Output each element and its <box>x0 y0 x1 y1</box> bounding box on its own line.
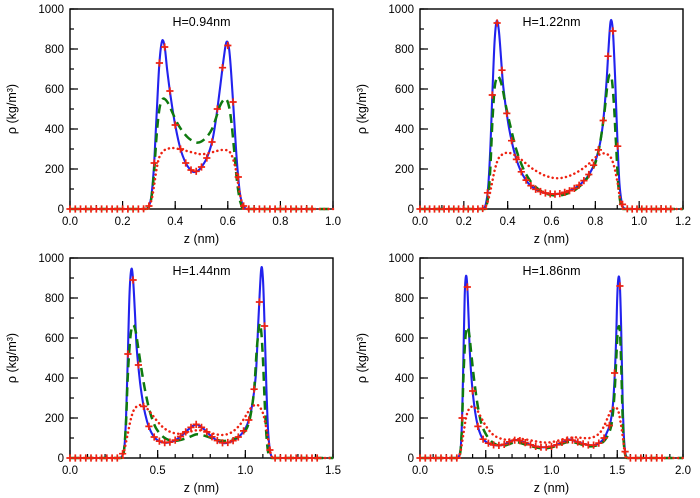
y-tick-label: 600 <box>395 84 414 96</box>
y-tick-label: 800 <box>45 44 64 56</box>
y-tick-label: 0 <box>58 204 64 216</box>
series-density-dotted <box>68 403 335 460</box>
subplot-title: H=0.94nm <box>172 15 230 29</box>
x-tick-label: 0.4 <box>167 216 184 228</box>
y-tick-label: 600 <box>45 84 64 96</box>
series-density-solid <box>420 18 672 211</box>
chart-canvas: 0.0 0.2 0.4 0.6 0.8 1.0 0 200 400 600 800 1000 H=0.9… <box>5 4 341 246</box>
y-tick-label: 400 <box>45 124 64 136</box>
y-tick-label: 400 <box>45 373 64 385</box>
y-tick-label: 200 <box>395 413 414 425</box>
x-tick-label: 1.0 <box>631 216 647 228</box>
y-tick-label: 400 <box>395 373 414 385</box>
x-axis-label: z (nm) <box>534 232 569 246</box>
x-tick-label: 0.8 <box>272 216 288 228</box>
axis-ticks <box>419 8 684 210</box>
series-density-solid <box>70 39 315 211</box>
x-tick-label: 0.0 <box>62 216 78 228</box>
subplot-title: H=1.86nm <box>522 264 580 278</box>
x-tick-label: 1.5 <box>609 465 625 477</box>
y-tick-label: 200 <box>45 413 64 425</box>
x-tick-label: 2.0 <box>675 465 691 477</box>
x-tick-label: 0.0 <box>412 216 428 228</box>
x-tick-label: 1.0 <box>544 465 560 477</box>
chart-canvas: 0.0 0.2 0.4 0.6 0.8 1.0 1.2 0 200 400 600 800 1000 H=… <box>355 4 691 246</box>
x-tick-label: 1.0 <box>237 465 253 477</box>
y-tick-label: 200 <box>395 164 414 176</box>
axis-ticks <box>419 257 684 459</box>
x-tick-label: 0.0 <box>412 465 428 477</box>
series-density-dashed <box>70 97 333 211</box>
series-md-data-markers <box>416 282 666 462</box>
subplot-h-0-94nm: 0.0 0.2 0.4 0.6 0.8 1.0 0 200 400 600 800 1000 H=0.9… <box>0 0 350 249</box>
x-tick-label: 1.0 <box>325 216 341 228</box>
y-axis-label: ρ (kg/m³) <box>5 333 19 383</box>
subplot-title: H=1.44nm <box>172 264 230 278</box>
series-density-solid <box>420 274 664 460</box>
x-tick-label: 0.5 <box>478 465 494 477</box>
series-density-solid <box>70 266 321 460</box>
y-tick-label: 0 <box>408 204 414 216</box>
series-density-dashed <box>70 322 333 460</box>
x-tick-label: 0.6 <box>544 216 560 228</box>
x-tick-label: 1.2 <box>675 216 691 228</box>
x-tick-label: 0.2 <box>115 216 131 228</box>
x-axis-label: z (nm) <box>184 481 219 495</box>
series-density-dotted <box>418 405 685 460</box>
y-tick-label: 800 <box>395 44 414 56</box>
x-tick-label: 0.4 <box>500 216 517 228</box>
plot-frame <box>69 8 334 210</box>
y-axis-label: ρ (kg/m³) <box>355 84 369 134</box>
x-tick-label: 0.6 <box>220 216 236 228</box>
y-tick-label: 1000 <box>388 4 414 16</box>
plot-frame <box>419 8 684 210</box>
series-density-dashed <box>420 324 683 460</box>
y-tick-label: 1000 <box>38 4 64 16</box>
x-tick-label: 0.8 <box>587 216 603 228</box>
series-md-data-markers <box>66 276 321 462</box>
y-tick-label: 800 <box>395 293 414 305</box>
subplot-title: H=1.22nm <box>522 15 580 29</box>
series-md-data-markers <box>66 41 316 213</box>
y-axis-label: ρ (kg/m³) <box>355 333 369 383</box>
y-tick-label: 600 <box>45 333 64 345</box>
series-density-dotted <box>68 146 335 211</box>
y-tick-label: 1000 <box>38 253 64 265</box>
y-tick-label: 600 <box>395 333 414 345</box>
y-tick-label: 0 <box>408 453 414 465</box>
x-tick-label: 0.5 <box>150 465 166 477</box>
x-tick-label: 0.0 <box>62 465 78 477</box>
x-axis-label: z (nm) <box>184 232 219 246</box>
series-density-dashed <box>420 73 683 211</box>
series-density-dotted <box>418 151 685 211</box>
x-axis-label: z (nm) <box>534 481 569 495</box>
y-tick-label: 800 <box>45 293 64 305</box>
subplot-h-1-44nm: 0.0 0.5 1.0 1.5 0 200 400 600 800 1000 H=1.44nm z (… <box>0 249 350 498</box>
y-tick-label: 400 <box>395 124 414 136</box>
x-tick-label: 1.5 <box>325 465 341 477</box>
subplot-h-1-22nm: 0.0 0.2 0.4 0.6 0.8 1.0 1.2 0 200 400 600 800 1000 H=… <box>350 0 700 249</box>
chart-canvas: 0.0 0.5 1.0 1.5 2.0 0 200 400 600 800 1000 H=1.86nm… <box>355 253 691 495</box>
axis-ticks <box>69 8 334 210</box>
chart-canvas: 0.0 0.5 1.0 1.5 0 200 400 600 800 1000 H=1.44nm z (… <box>5 253 341 495</box>
series-md-data-markers <box>416 19 675 213</box>
y-tick-label: 200 <box>45 164 64 176</box>
y-axis-label: ρ (kg/m³) <box>5 84 19 134</box>
y-tick-label: 1000 <box>388 253 414 265</box>
subplot-h-1-86nm: 0.0 0.5 1.0 1.5 2.0 0 200 400 600 800 1000 H=1.86nm… <box>350 249 700 498</box>
y-tick-label: 0 <box>58 453 64 465</box>
x-tick-label: 0.2 <box>456 216 472 228</box>
plot-frame <box>419 257 684 459</box>
